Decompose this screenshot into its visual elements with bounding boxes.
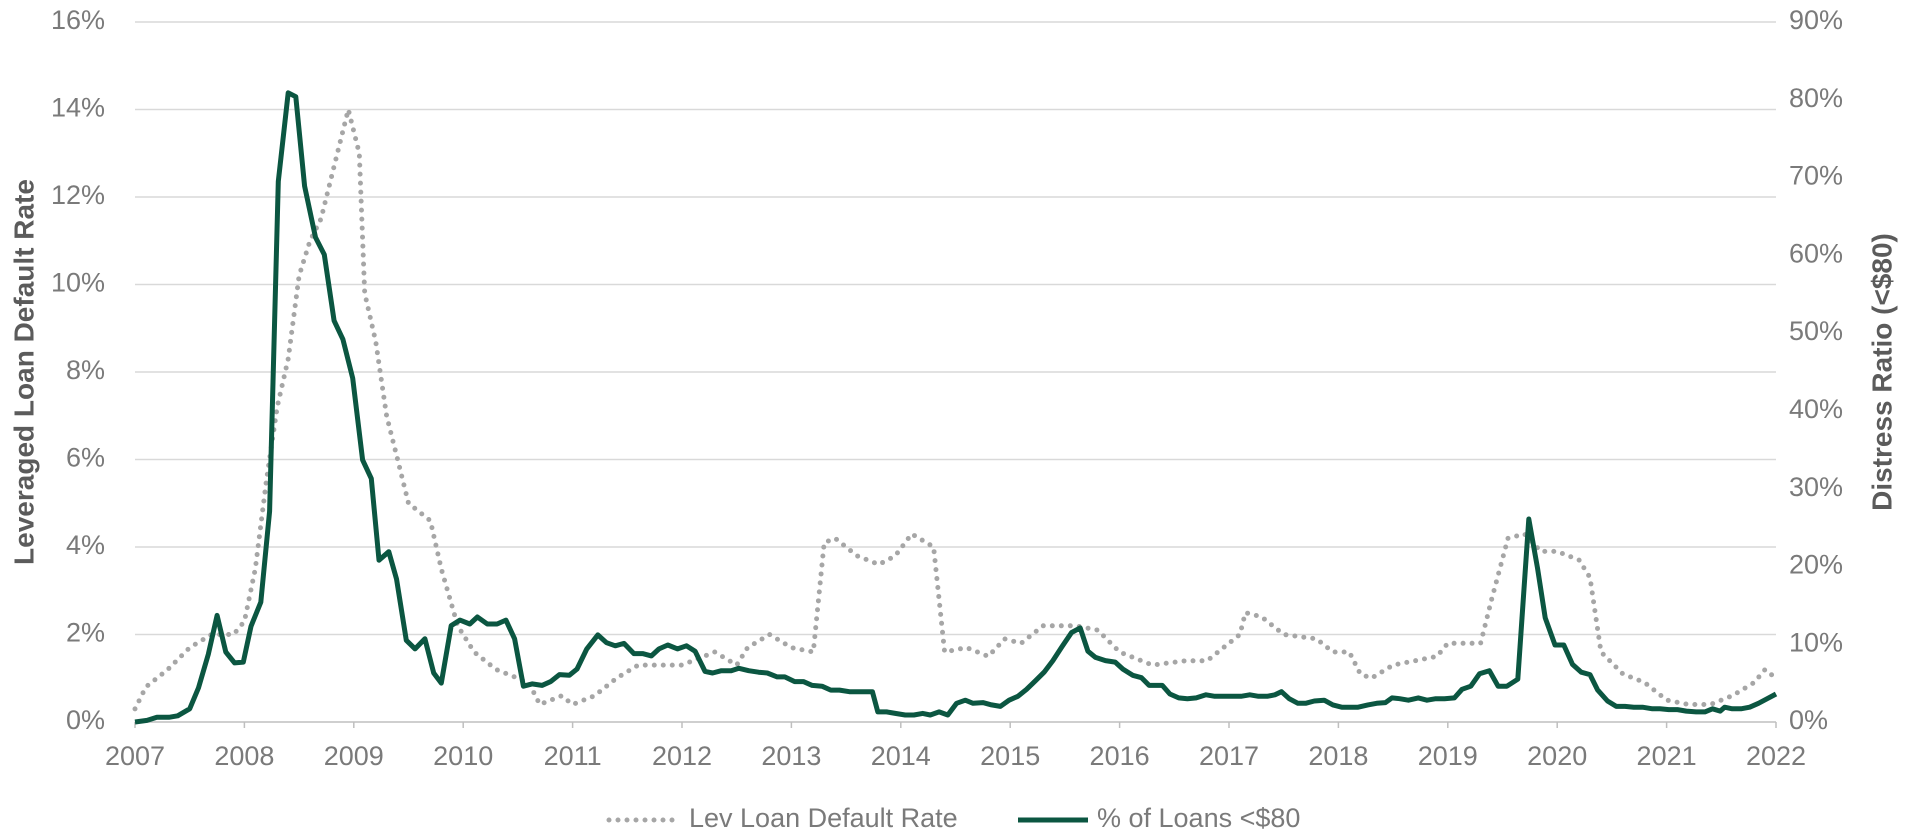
y-tick-label: 12%	[51, 180, 105, 210]
legend-label: Lev Loan Default Rate	[689, 803, 958, 832]
x-tick-label: 2018	[1308, 741, 1368, 771]
x-tick-label: 2021	[1637, 741, 1697, 771]
x-tick-label: 2020	[1527, 741, 1587, 771]
x-tick-label: 2014	[871, 741, 931, 771]
y-tick-label: 2%	[66, 618, 105, 648]
x-tick-label: 2010	[433, 741, 493, 771]
y2-tick-label: 80%	[1789, 83, 1843, 113]
y2-tick-label: 50%	[1789, 316, 1843, 346]
series-line	[132, 108, 1779, 712]
y-tick-label: 8%	[66, 355, 105, 385]
y2-tick-label: 70%	[1789, 161, 1843, 191]
x-tick-label: 2008	[214, 741, 274, 771]
y2-tick-label: 90%	[1789, 5, 1843, 35]
y2-tick-label: 60%	[1789, 238, 1843, 268]
x-tick-label: 2019	[1418, 741, 1478, 771]
legend-label: % of Loans <$80	[1097, 803, 1300, 832]
x-tick-label: 2007	[105, 741, 165, 771]
y2-tick-label: 0%	[1789, 705, 1828, 735]
series-line	[134, 90, 1778, 725]
x-tick-label: 2022	[1746, 741, 1806, 771]
y-tick-label: 16%	[51, 5, 105, 35]
y-tick-label: 6%	[66, 443, 105, 473]
x-tick-label: 2012	[652, 741, 712, 771]
x-tick-label: 2011	[544, 741, 602, 771]
y-tick-label: 14%	[51, 93, 105, 123]
y2-tick-label: 20%	[1789, 550, 1843, 580]
y2-tick-label: 40%	[1789, 394, 1843, 424]
y-tick-label: 0%	[66, 705, 105, 735]
x-tick-label: 2015	[980, 741, 1040, 771]
y2-axis-title: Distress Ratio (<$80)	[1866, 233, 1897, 511]
x-tick-label: 2009	[324, 741, 384, 771]
y2-tick-label: 30%	[1789, 472, 1843, 502]
y-tick-label: 10%	[51, 268, 105, 298]
y2-tick-label: 10%	[1789, 627, 1843, 657]
x-tick-label: 2013	[761, 741, 821, 771]
x-tick-label: 2017	[1199, 741, 1259, 771]
y-axis-title: Leveraged Loan Default Rate	[8, 179, 39, 565]
x-tick-label: 2016	[1090, 741, 1150, 771]
y-tick-label: 4%	[66, 530, 105, 560]
